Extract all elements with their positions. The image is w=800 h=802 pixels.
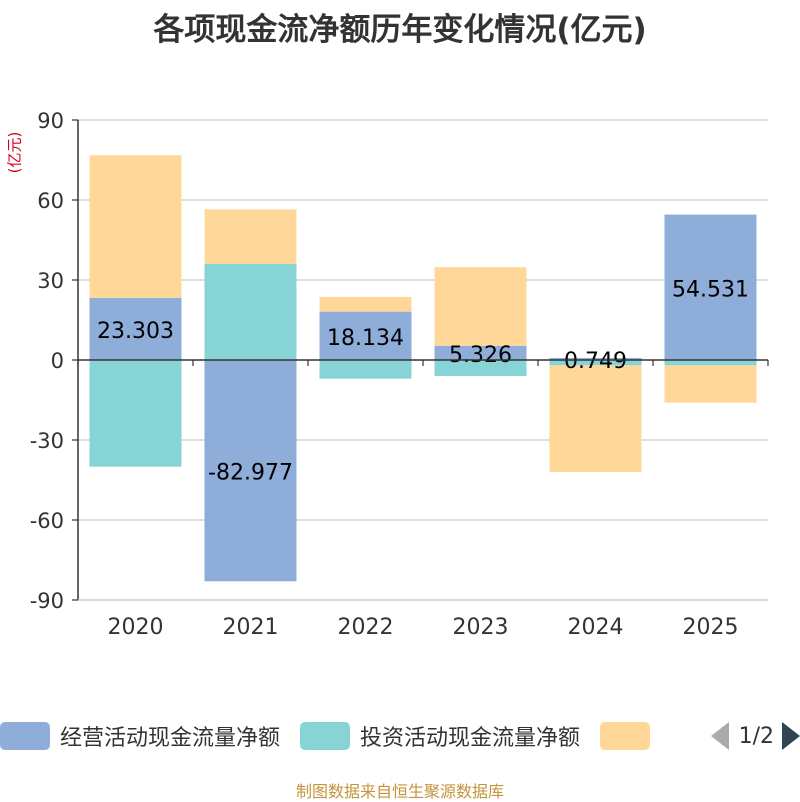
chart-area: 90 60 30 0 -30 -60 -90 23.303 -82.977 18.134 5.326… <box>30 109 769 640</box>
y-tick-label: 30 <box>37 269 64 293</box>
legend-item-investing[interactable]: 投资活动现金流量净额 <box>300 720 580 752</box>
bar-financing-2021 <box>204 209 297 264</box>
bar-operating-2022 <box>319 311 412 360</box>
bar-financing-2023 <box>434 267 527 346</box>
bar-financing-2022 <box>319 296 412 312</box>
legend-prev-icon[interactable] <box>710 722 729 750</box>
legend-pager: 1/2 <box>692 716 800 756</box>
bar-investing-2024 <box>549 360 642 366</box>
data-label-2022: 18.134 <box>327 326 404 351</box>
bar-financing-2020 <box>89 155 182 298</box>
legend-page-indicator: 1/2 <box>738 723 774 749</box>
bar-investing-2023 <box>434 360 527 376</box>
x-tick-label-2022: 2022 <box>338 615 394 640</box>
y-tick-label: -30 <box>30 429 64 453</box>
x-tick-label-2024: 2024 <box>568 615 624 640</box>
x-tick-label-2025: 2025 <box>683 615 739 640</box>
bar-financing-2024 <box>549 365 642 472</box>
y-tick-label: -90 <box>30 589 64 613</box>
source-footer: 制图数据来自恒生聚源数据库 <box>295 782 504 801</box>
bar-financing-2025 <box>664 365 757 403</box>
bar-operating-2023 <box>434 345 527 360</box>
y-tick-label: 60 <box>37 189 64 213</box>
data-label-2021: -82.977 <box>208 461 293 486</box>
legend-label-operating: 经营活动现金流量净额 <box>60 726 281 751</box>
bar-operating-2024 <box>549 358 642 360</box>
bar-operating-2021 <box>204 360 297 582</box>
data-label-2020: 23.303 <box>97 319 174 344</box>
chart-title: 各项现金流净额历年变化情况(亿元) <box>153 12 647 48</box>
legend-swatch-financing <box>600 722 651 750</box>
x-tick-label-2021: 2021 <box>223 615 279 640</box>
y-tick-label: 0 <box>51 349 64 373</box>
bar-investing-2020 <box>89 360 182 467</box>
legend-swatch-operating <box>0 722 50 750</box>
bar-investing-2022 <box>319 360 412 379</box>
data-label-2023: 5.326 <box>449 343 512 368</box>
data-label-2025: 54.531 <box>672 277 749 302</box>
legend-item-operating[interactable]: 经营活动现金流量净额 <box>0 720 280 752</box>
data-label-2024: 0.749 <box>564 349 627 374</box>
x-tick-label-2023: 2023 <box>453 615 509 640</box>
bar-operating-2025 <box>664 214 757 360</box>
legend-next-icon[interactable] <box>782 722 800 750</box>
legend: 经营活动现金流量净额 投资活动现金流量净额 <box>0 716 800 756</box>
legend-swatch-investing <box>300 722 351 750</box>
y-tick-label: -60 <box>30 509 64 533</box>
legend-item-financing[interactable] <box>600 722 660 750</box>
bar-operating-2020 <box>89 297 182 360</box>
legend-label-investing: 投资活动现金流量净额 <box>360 726 581 751</box>
bar-investing-2021 <box>204 264 297 360</box>
y-tick-label: 90 <box>37 109 64 133</box>
x-tick-label-2020: 2020 <box>108 615 164 640</box>
bar-investing-2025 <box>664 360 757 366</box>
